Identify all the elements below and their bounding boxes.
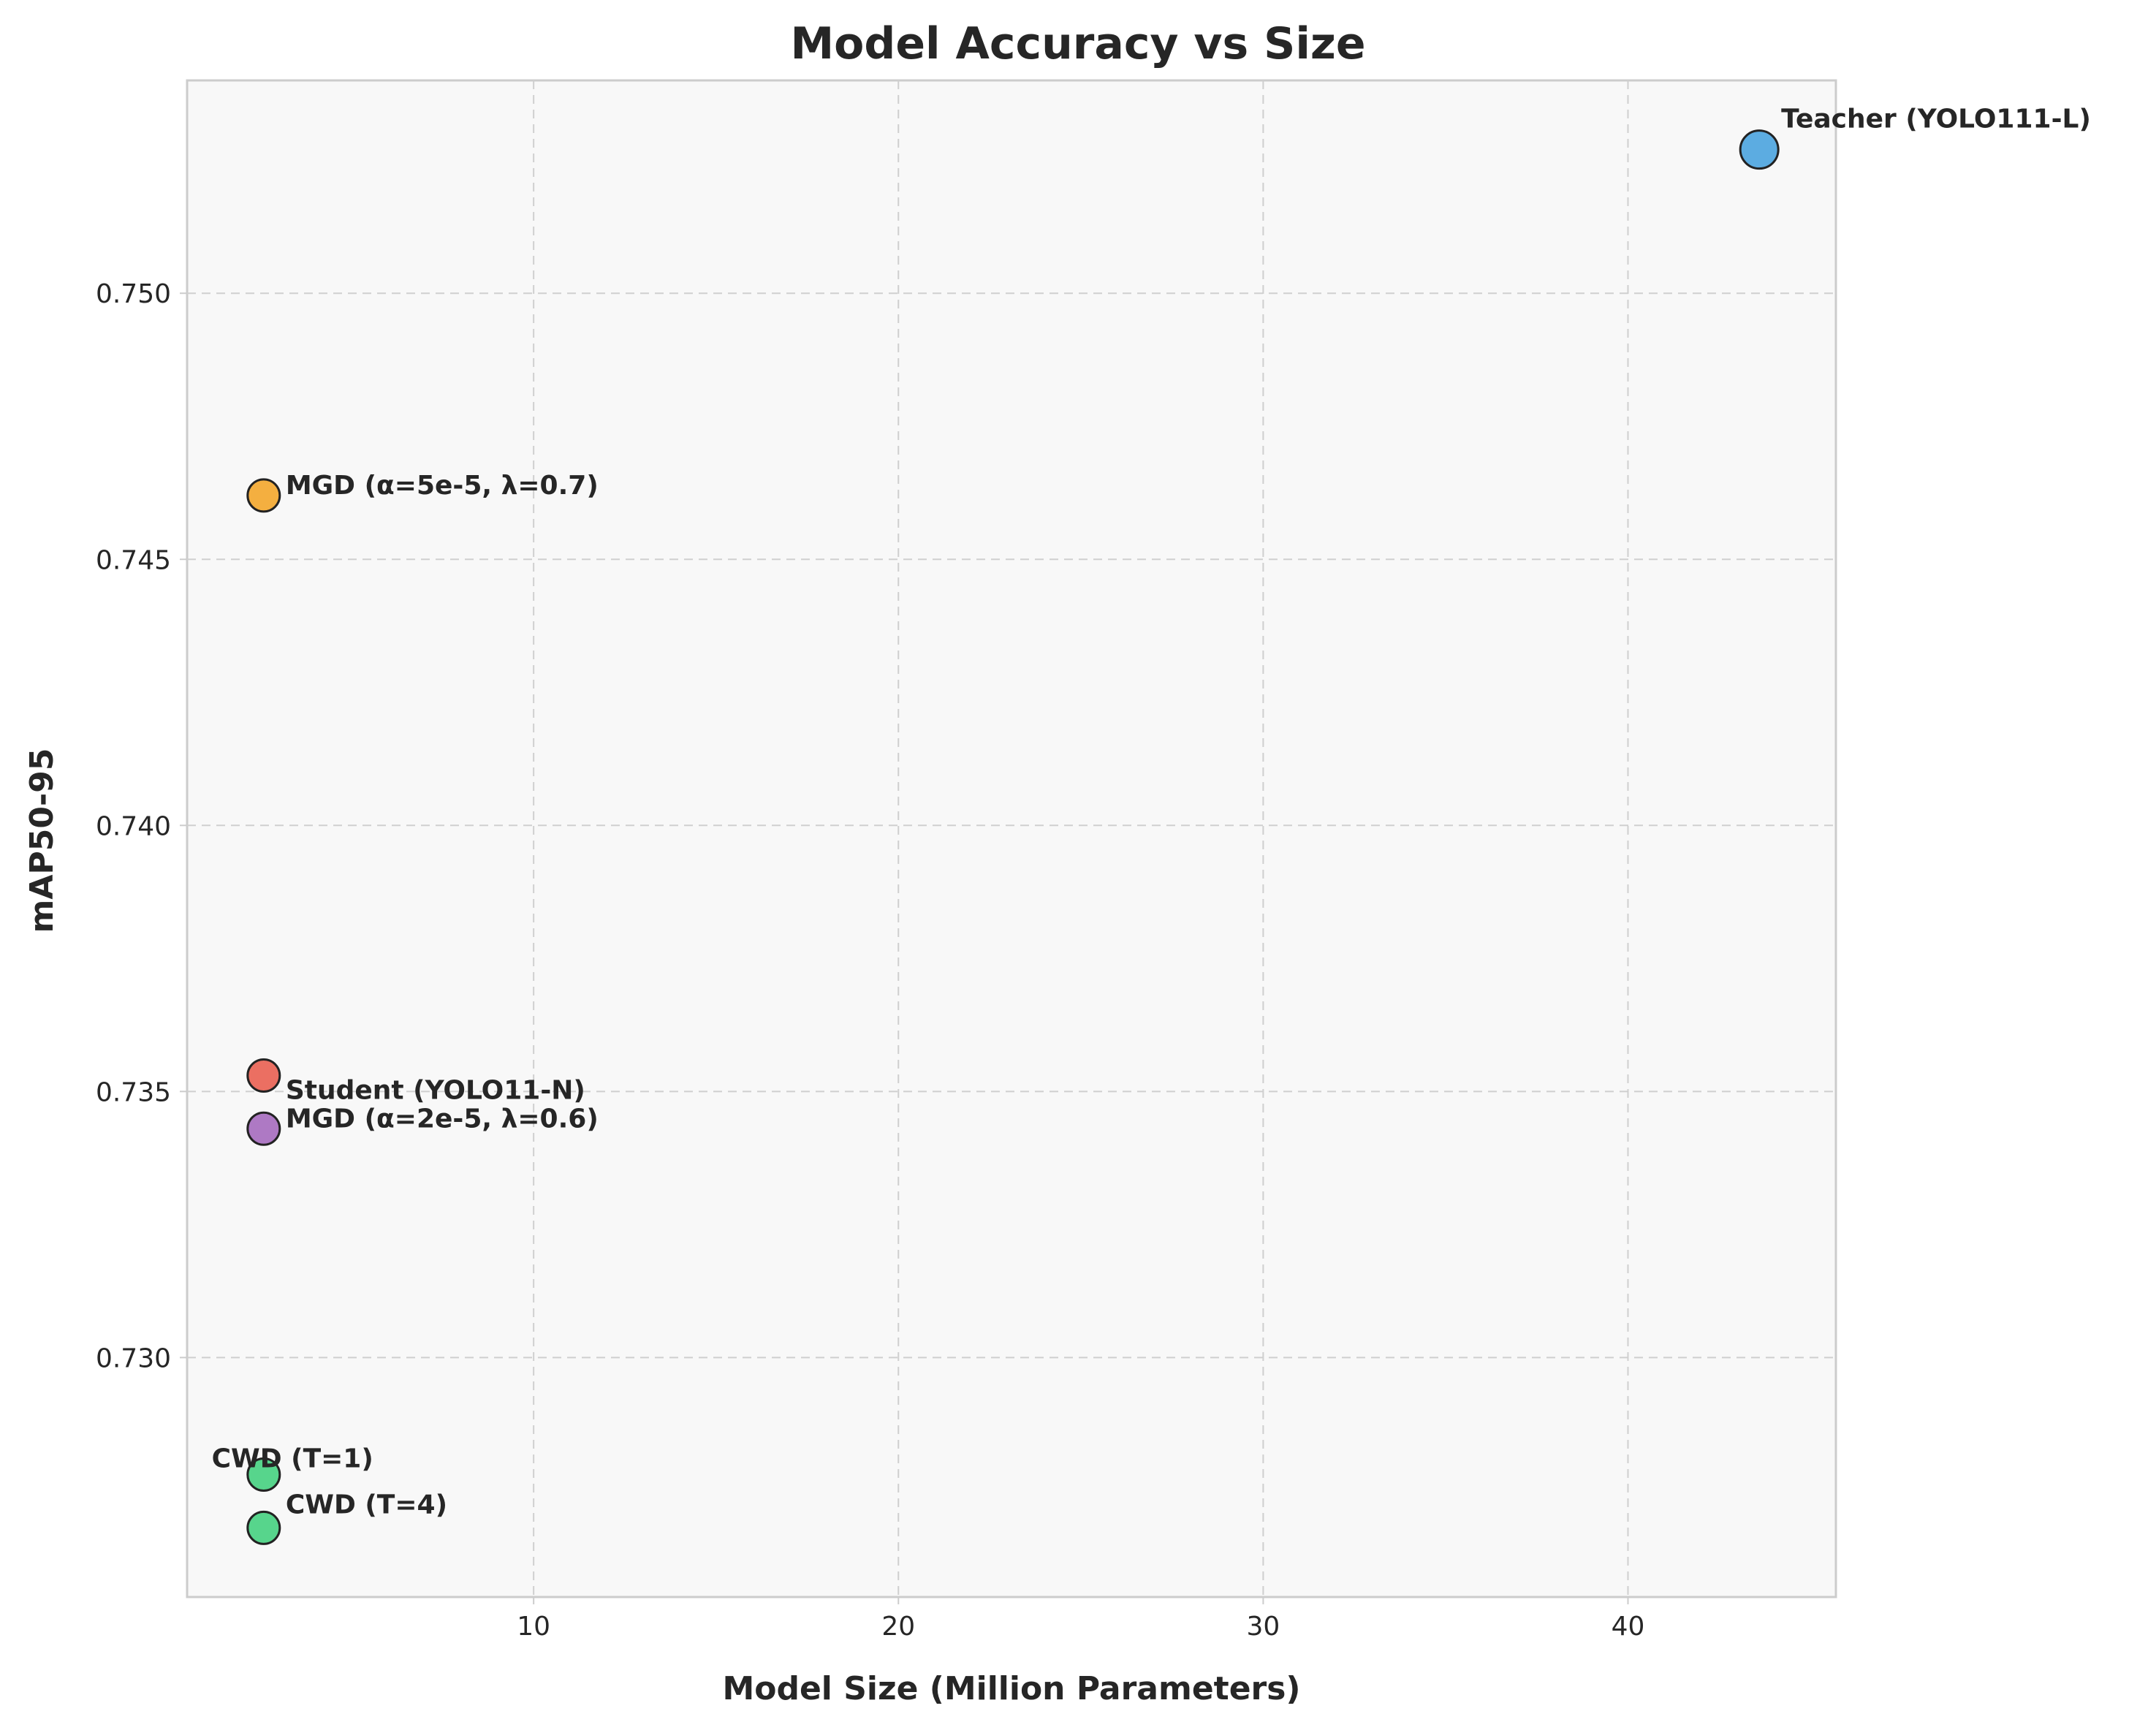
y-axis-label: mAP50-95 <box>23 748 61 933</box>
data-point <box>246 1510 281 1545</box>
x-tick-label: 20 <box>881 1612 915 1642</box>
data-label: Student (YOLO11-N) <box>286 1075 585 1105</box>
plot-area: 10 20 30 40 0.730 0.735 0.740 0.745 0.750 Teacher… <box>96 79 2091 1642</box>
y-tick-label: 0.740 <box>96 811 171 841</box>
y-tick-label: 0.735 <box>96 1077 171 1107</box>
x-tick-label: 30 <box>1246 1612 1280 1642</box>
data-label: CWD (T=4) <box>286 1490 447 1520</box>
plot-background <box>186 79 1837 1598</box>
data-label: MGD (α=5e-5, λ=0.7) <box>286 471 599 501</box>
data-label: Teacher (YOLO111-L) <box>1781 105 2091 134</box>
data-label: MGD (α=2e-5, λ=0.6) <box>286 1104 599 1134</box>
data-point <box>246 1058 281 1093</box>
chart-title: Model Accuracy vs Size <box>790 18 1365 69</box>
data-point <box>246 478 281 513</box>
y-tick-label: 0.730 <box>96 1343 171 1373</box>
x-tick-label: 40 <box>1612 1612 1645 1642</box>
data-point <box>246 1111 281 1146</box>
x-axis-label: Model Size (Million Parameters) <box>722 1670 1300 1707</box>
data-point <box>1739 129 1780 170</box>
y-tick-label: 0.750 <box>96 279 171 309</box>
y-tick-label: 0.745 <box>96 545 171 575</box>
data-point <box>246 1457 281 1492</box>
data-label: CWD (T=1) <box>212 1444 373 1474</box>
x-tick-label: 10 <box>517 1612 550 1642</box>
